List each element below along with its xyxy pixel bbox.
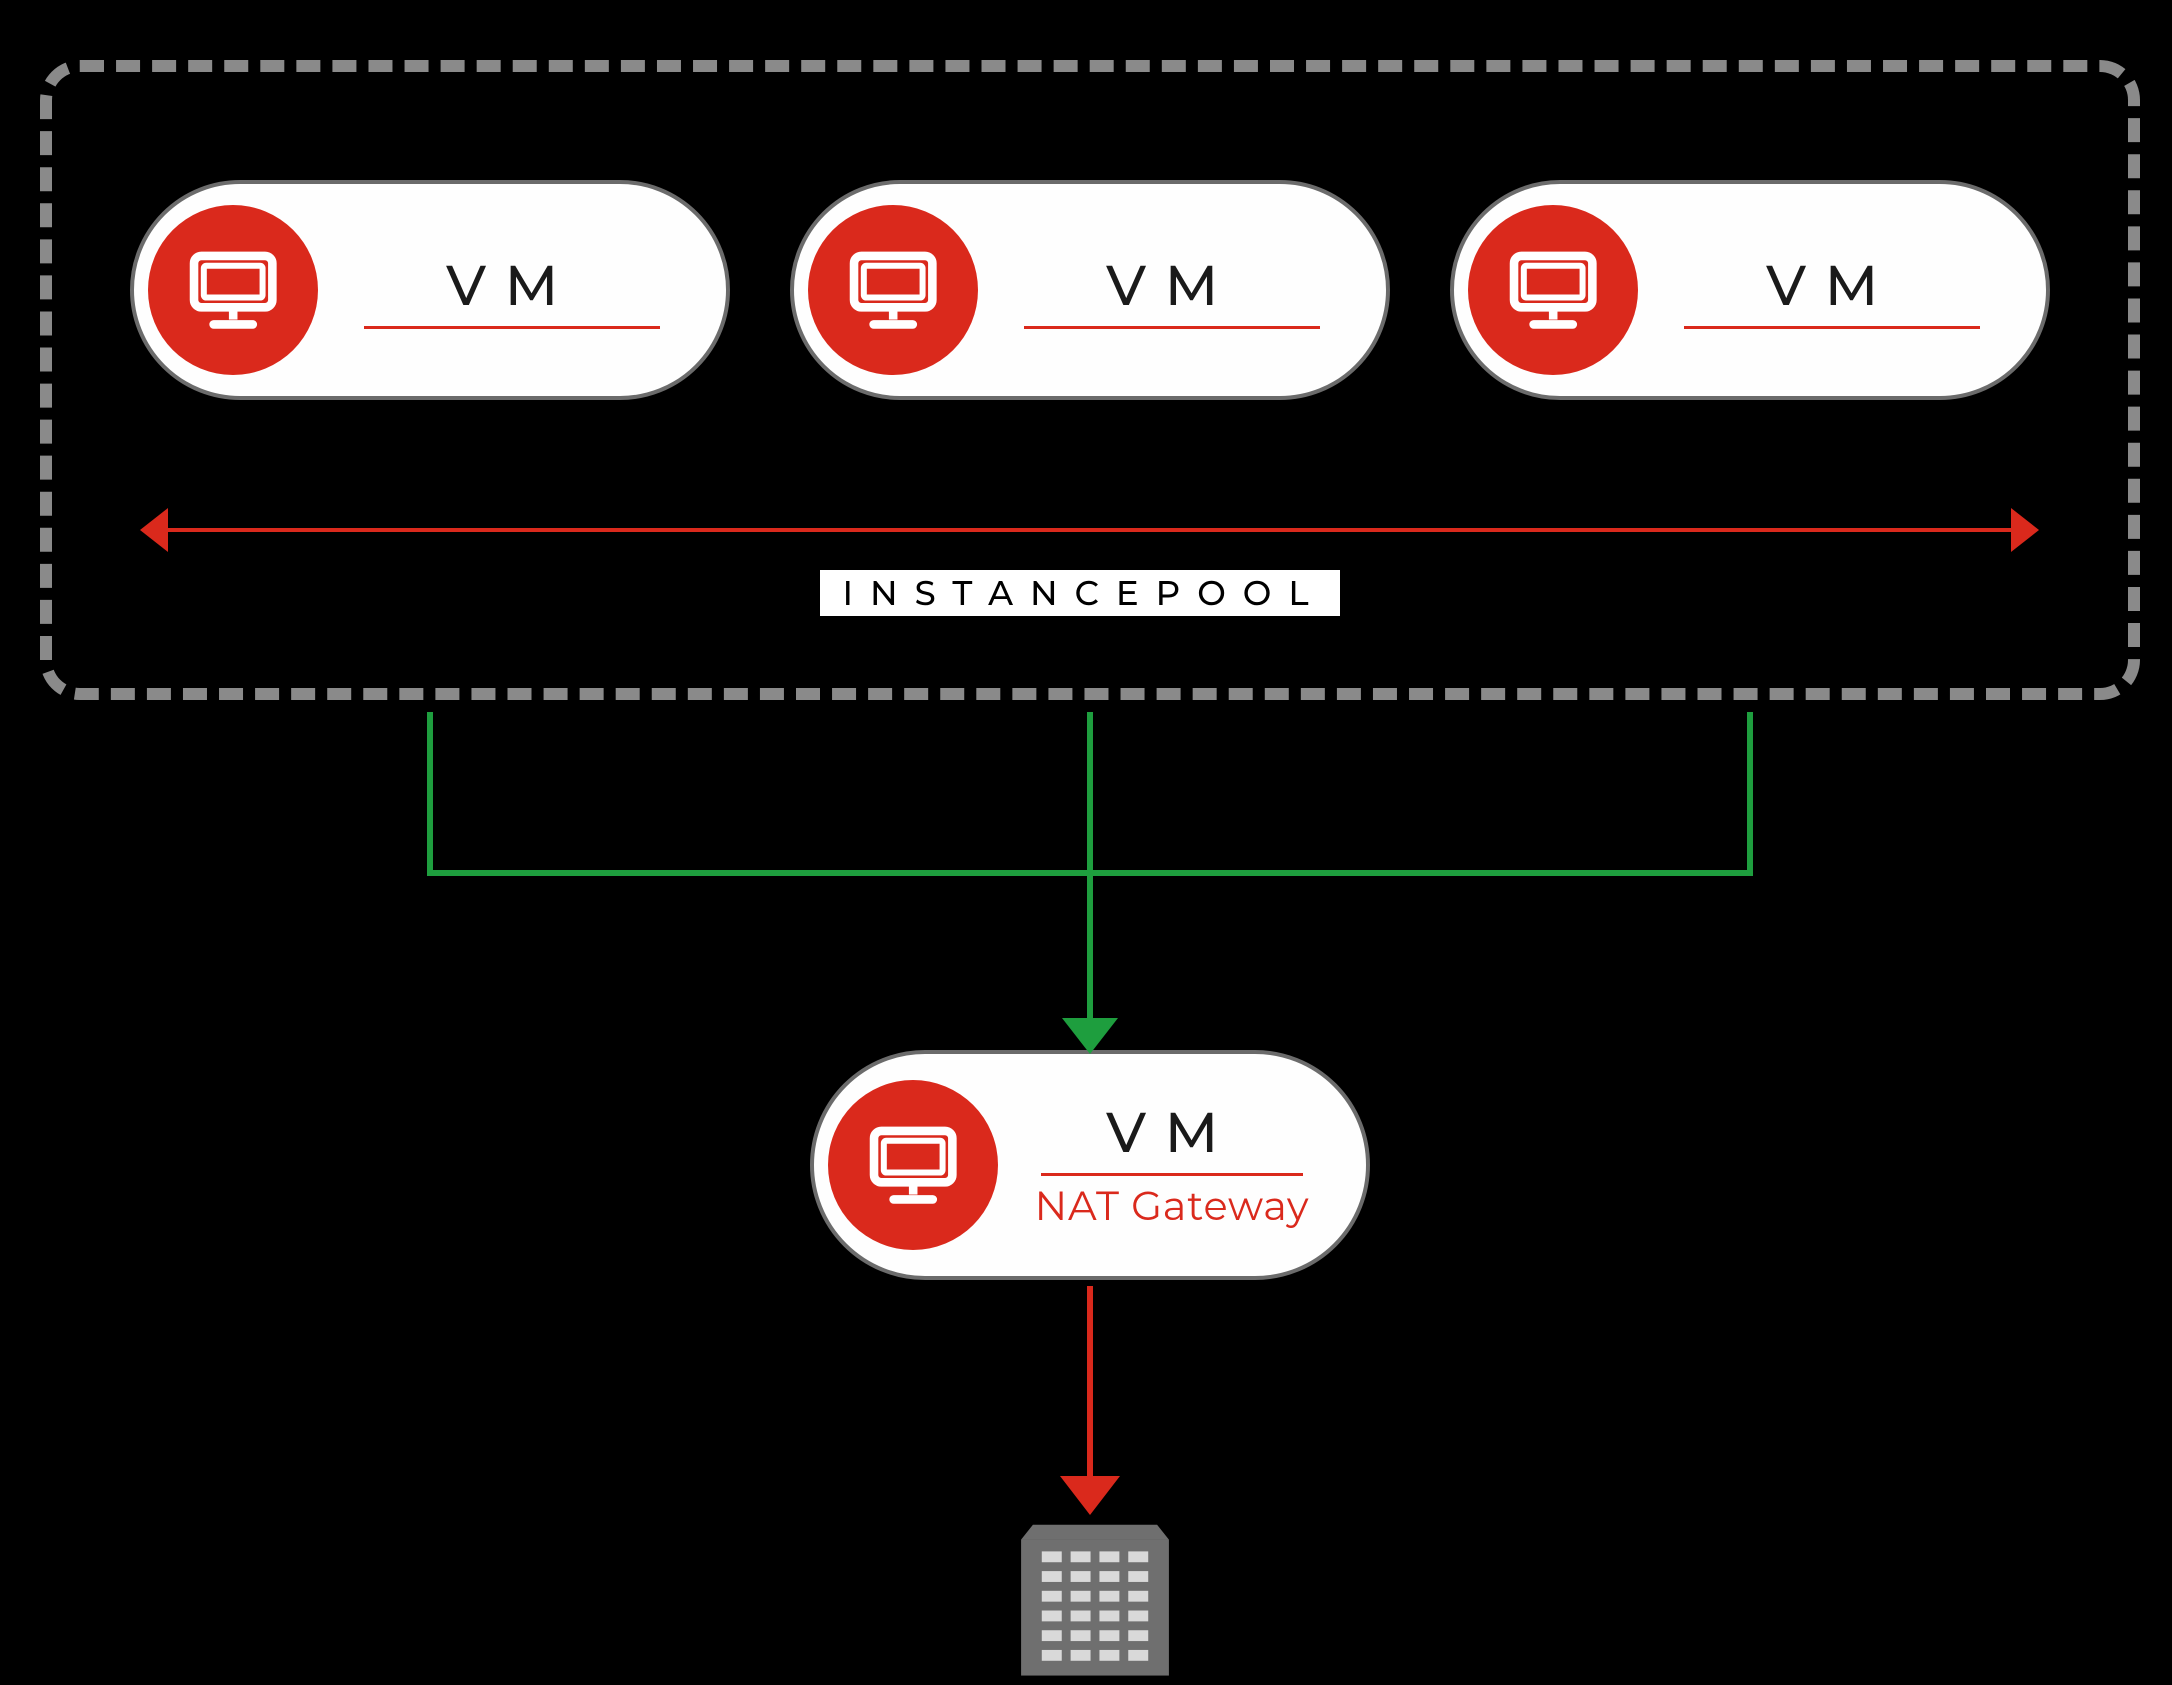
green-center-drop — [1087, 870, 1093, 1018]
vm-text-area: VM — [978, 252, 1386, 329]
vm-node-vm-3: VM — [1450, 180, 2050, 400]
monitor-icon — [1468, 205, 1638, 375]
red-down-line — [1087, 1286, 1093, 1476]
vm-underline — [1041, 1173, 1303, 1176]
green-drop-2 — [1747, 712, 1753, 876]
instance-pool-label: INSTANCEPOOL — [820, 570, 1340, 616]
vm-node-vm-nat: VM NAT Gateway — [810, 1050, 1370, 1280]
vm-node-vm-1: VM — [130, 180, 730, 400]
instance-pool-span-arrow — [162, 528, 2018, 532]
span-arrow-head-left — [140, 508, 168, 552]
vm-node-vm-2: VM — [790, 180, 1390, 400]
monitor-icon — [828, 1080, 998, 1250]
span-arrow-head-right — [2011, 508, 2039, 552]
vm-text-area: VM — [1638, 252, 2046, 329]
vm-underline — [1684, 326, 1980, 329]
vm-title: VM — [446, 252, 578, 320]
vm-text-area: VM NAT Gateway — [998, 1099, 1366, 1231]
vm-title: VM — [1766, 252, 1898, 320]
vm-title: VM — [1106, 1099, 1238, 1167]
green-arrow-head — [1062, 1018, 1118, 1054]
green-drop-1 — [1087, 712, 1093, 876]
vm-underline — [364, 326, 660, 329]
monitor-icon — [148, 205, 318, 375]
green-drop-0 — [427, 712, 433, 876]
monitor-icon — [808, 205, 978, 375]
server-icon — [1020, 1510, 1170, 1685]
diagram-canvas: VM VM VM VM NAT Gateway INSTANCEPOOL — [0, 0, 2172, 1677]
vm-title: VM — [1106, 252, 1238, 320]
vm-text-area: VM — [318, 252, 726, 329]
vm-underline — [1024, 326, 1320, 329]
vm-subtitle: NAT Gateway — [1035, 1182, 1310, 1231]
